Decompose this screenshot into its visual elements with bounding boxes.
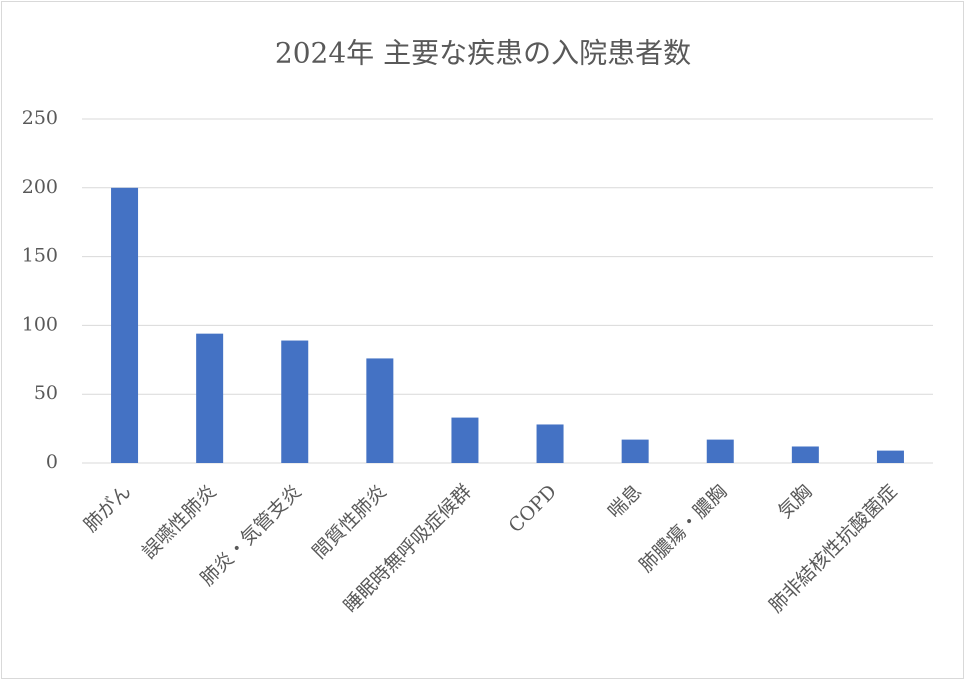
y-tick-label: 100 xyxy=(22,313,58,335)
bar xyxy=(111,187,139,464)
y-tick-label: 150 xyxy=(22,245,58,267)
bar xyxy=(536,424,564,463)
bar xyxy=(196,333,224,463)
y-tick-label: 200 xyxy=(22,176,58,198)
y-tick-label: 50 xyxy=(34,382,58,404)
bar xyxy=(451,417,479,463)
bar xyxy=(791,446,819,463)
bar xyxy=(706,439,734,463)
bar xyxy=(281,340,309,463)
chart-title: 2024年 主要な疾患の入院患者数 xyxy=(275,37,691,70)
bar xyxy=(876,450,904,463)
bar xyxy=(621,439,649,463)
y-tick-label: 0 xyxy=(46,451,58,473)
bar xyxy=(366,358,394,463)
y-tick-label: 250 xyxy=(22,107,58,129)
